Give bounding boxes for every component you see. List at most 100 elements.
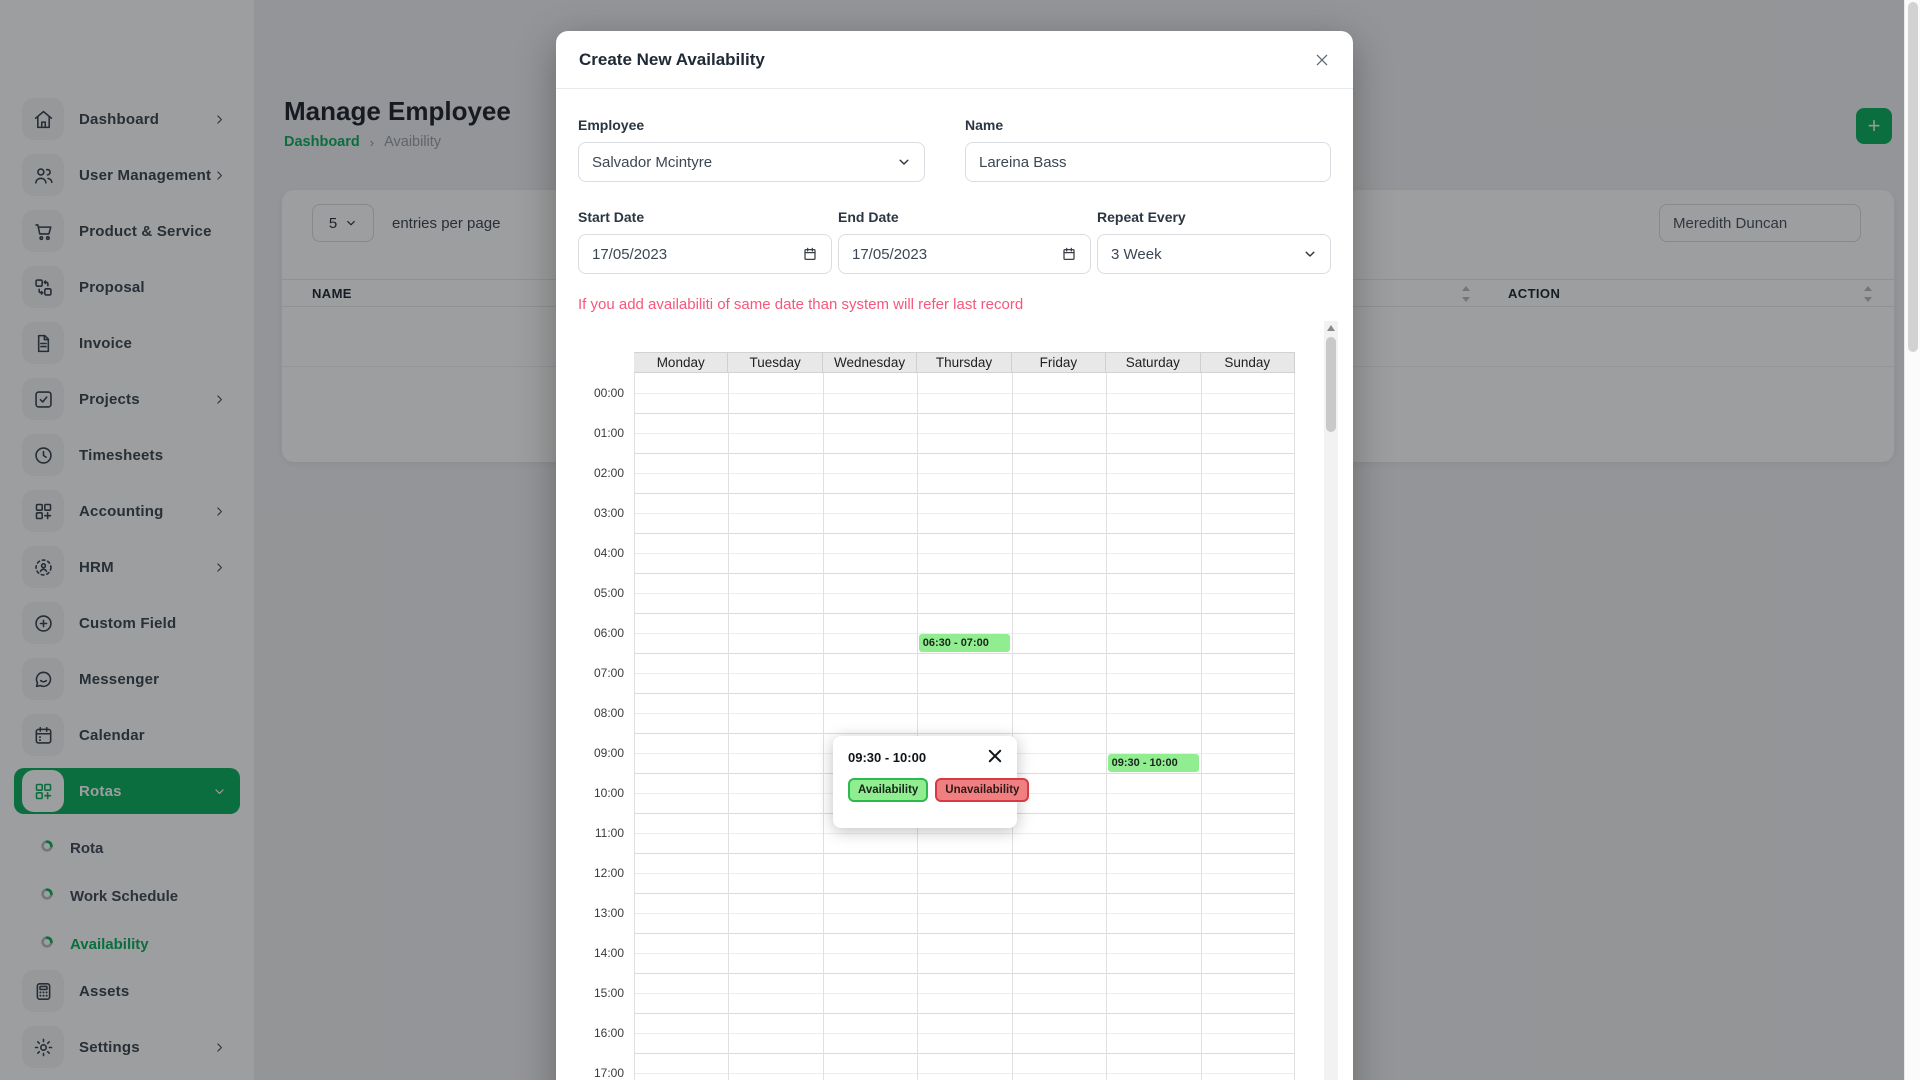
breadcrumb-dashboard-link[interactable]: Dashboard: [284, 134, 360, 150]
hour-gridline: [634, 1053, 1295, 1054]
availability-event-saturday[interactable]: 09:30 - 10:00: [1107, 753, 1200, 772]
slot-action-popup: 09:30 - 10:00 Availability Unavailabilit…: [833, 736, 1030, 828]
availability-button[interactable]: Availability: [848, 778, 929, 802]
chevron-right-icon: [213, 169, 226, 182]
search-input[interactable]: Meredith Duncan: [1659, 204, 1861, 242]
time-gutter: [578, 352, 634, 373]
breadcrumb-separator: ›: [369, 134, 375, 150]
time-label-0400: 04:00: [593, 546, 624, 560]
sidebar-item-calendar[interactable]: Calendar: [14, 712, 240, 758]
sidebar-item-assets[interactable]: Assets: [14, 968, 240, 1014]
calendar-picker-icon[interactable]: [1061, 246, 1077, 262]
half-hour-gridline: [634, 913, 1295, 914]
chevron-right-icon: [213, 561, 226, 574]
clock-icon: [22, 434, 64, 476]
half-hour-gridline: [634, 953, 1295, 954]
close-icon[interactable]: [986, 747, 1004, 765]
calendar-picker-icon[interactable]: [802, 246, 818, 262]
sidebar-item-custom-field[interactable]: Custom Field: [14, 600, 240, 646]
sort-icon[interactable]: [1864, 286, 1873, 302]
half-hour-gridline: [634, 1073, 1295, 1074]
sidebar-item-label: Timesheets: [79, 446, 164, 464]
sidebar-item-user-management[interactable]: User Management: [14, 152, 240, 198]
sidebar-item-proposal[interactable]: Proposal: [14, 264, 240, 310]
time-label-0500: 05:00: [593, 586, 624, 600]
sidebar-menu: Dashboard User Management Product & Servic…: [0, 0, 254, 1070]
plus-icon: +: [1867, 113, 1881, 138]
scroll-up-icon[interactable]: [1327, 325, 1335, 331]
progress-circle-icon: [40, 935, 54, 954]
sidebar-item-projects[interactable]: Projects: [14, 376, 240, 422]
sidebar-item-label: Messenger: [79, 670, 160, 688]
hour-gridline: [634, 1013, 1295, 1014]
sidebar-item-messenger[interactable]: Messenger: [14, 656, 240, 702]
sidebar-subitem-label: Rota: [70, 839, 104, 857]
modal-scrollbar-thumb[interactable]: [1326, 337, 1336, 432]
day-header-monday: Monday: [634, 352, 729, 373]
start-date-input[interactable]: 17/05/2023: [578, 234, 832, 274]
sidebar-subitem-rota[interactable]: Rota: [0, 824, 254, 872]
chevron-down-icon: [1303, 247, 1317, 261]
modal-scrollbar[interactable]: [1324, 321, 1338, 1080]
users-icon: [22, 154, 64, 196]
sort-icon[interactable]: [1462, 286, 1471, 302]
day-column-border: [917, 373, 919, 1080]
page-scrollbar[interactable]: [1904, 0, 1920, 1080]
plus-circle-icon: [22, 602, 64, 644]
column-header-action[interactable]: ACTION: [1508, 286, 1561, 301]
day-column-border: [822, 373, 824, 1080]
projects-icon: [22, 378, 64, 420]
half-hour-gridline: [634, 473, 1295, 474]
repeat-every-label: Repeat Every: [1097, 209, 1186, 225]
page-scrollbar-thumb[interactable]: [1908, 2, 1918, 352]
sidebar-item-label: Calendar: [79, 726, 145, 744]
sidebar-item-rotas[interactable]: Rotas: [14, 768, 240, 814]
time-label-1300: 13:00: [593, 906, 624, 920]
sidebar-item-timesheets[interactable]: Timesheets: [14, 432, 240, 478]
sidebar-subitem-work-schedule[interactable]: Work Schedule: [0, 872, 254, 920]
entries-per-page-select[interactable]: 5: [312, 204, 374, 242]
add-availability-button[interactable]: +: [1856, 108, 1892, 144]
end-date-input[interactable]: 17/05/2023: [838, 234, 1091, 274]
employee-label: Employee: [578, 117, 645, 133]
half-hour-gridline: [634, 513, 1295, 514]
unavailability-button[interactable]: Unavailability: [935, 778, 1030, 802]
cart-icon: [22, 210, 64, 252]
time-label-1600: 16:00: [593, 1026, 624, 1040]
calendar-grid[interactable]: 09:30 - 10:00 Availability Unavailabilit…: [578, 373, 1295, 1080]
sidebar-item-label: Invoice: [79, 334, 133, 352]
sidebar-item-product-service[interactable]: Product & Service: [14, 208, 240, 254]
sidebar-item-label: Proposal: [79, 278, 145, 296]
sidebar: Dashboard User Management Product & Servic…: [0, 0, 254, 1080]
sidebar-item-settings[interactable]: Settings: [14, 1024, 240, 1070]
sidebar-item-label: Settings: [79, 1038, 140, 1056]
messenger-icon: [22, 658, 64, 700]
sidebar-item-accounting[interactable]: Accounting: [14, 488, 240, 534]
sidebar-item-label: Product & Service: [79, 222, 212, 240]
half-hour-gridline: [634, 553, 1295, 554]
entries-per-page-label: entries per page: [392, 214, 501, 232]
sidebar-item-dashboard[interactable]: Dashboard: [14, 96, 240, 142]
home-icon: [22, 98, 64, 140]
sidebar-item-invoice[interactable]: Invoice: [14, 320, 240, 366]
hour-gridline: [634, 893, 1295, 894]
sidebar-item-label: HRM: [79, 558, 114, 576]
hour-gridline: [634, 653, 1295, 654]
sidebar-subitem-availability[interactable]: Availability: [0, 920, 254, 968]
sidebar-item-hrm[interactable]: HRM: [14, 544, 240, 590]
modal-title: Create New Availability: [579, 49, 765, 69]
hour-gridline: [634, 533, 1295, 534]
column-header-name[interactable]: NAME: [312, 286, 352, 301]
name-input[interactable]: Lareina Bass: [965, 142, 1331, 182]
close-icon[interactable]: [1314, 52, 1330, 68]
hour-gridline: [634, 413, 1295, 414]
chevron-right-icon: [213, 505, 226, 518]
time-label-1200: 12:00: [593, 866, 624, 880]
end-date-label: End Date: [838, 209, 899, 225]
sidebar-subitem-label: Availability: [70, 935, 149, 953]
availability-event-thursday[interactable]: 06:30 - 07:00: [918, 633, 1011, 652]
time-label-0200: 02:00: [593, 466, 624, 480]
employee-select[interactable]: Salvador Mcintyre: [578, 142, 925, 182]
repeat-every-select[interactable]: 3 Week: [1097, 234, 1331, 274]
assets-icon: [22, 970, 64, 1012]
